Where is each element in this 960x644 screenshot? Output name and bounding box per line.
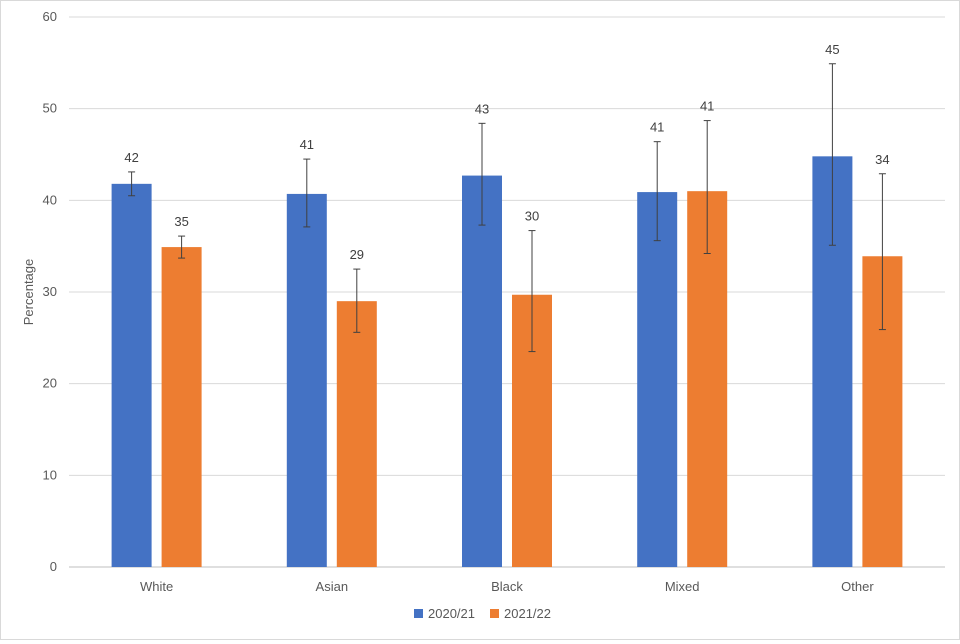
x-tick-label: Mixed — [665, 579, 700, 594]
bar-black-1 — [462, 175, 502, 568]
x-tick-label: Black — [491, 579, 523, 594]
bar-white-1 — [111, 183, 152, 568]
y-tick-label: 10 — [43, 467, 57, 482]
y-axis-ticks: 0 10 20 30 40 50 60 — [43, 9, 57, 574]
bars — [111, 156, 903, 568]
data-label: 30 — [525, 209, 539, 224]
legend-swatch-2 — [490, 609, 499, 618]
x-tick-label: Other — [841, 579, 874, 594]
data-label: 41 — [700, 99, 714, 114]
x-axis-ticks: White Asian Black Mixed Other — [140, 579, 874, 594]
data-labels: 42 35 41 29 43 30 41 41 45 34 — [124, 42, 889, 262]
data-label: 45 — [825, 42, 839, 57]
x-tick-label: Asian — [316, 579, 349, 594]
y-tick-label: 20 — [43, 376, 57, 391]
data-label: 35 — [174, 214, 188, 229]
data-label: 29 — [350, 247, 364, 262]
y-axis-title: Percentage — [21, 259, 36, 326]
error-bars — [128, 63, 886, 353]
legend-label-1: 2020/21 — [428, 606, 475, 621]
data-label: 41 — [300, 137, 314, 152]
y-tick-label: 60 — [43, 9, 57, 24]
y-tick-label: 50 — [43, 101, 57, 116]
data-label: 34 — [875, 152, 889, 167]
y-tick-label: 0 — [50, 559, 57, 574]
data-label: 42 — [124, 150, 138, 165]
gridlines — [69, 16, 945, 568]
y-tick-label: 40 — [43, 192, 57, 207]
bar-mixed-1 — [637, 192, 678, 568]
bar-asian-1 — [286, 193, 327, 567]
data-label: 41 — [650, 120, 664, 135]
legend-label-2: 2021/22 — [504, 606, 551, 621]
data-label: 43 — [475, 101, 489, 116]
legend-swatch-1 — [414, 609, 423, 618]
y-tick-label: 30 — [43, 284, 57, 299]
legend: 2020/21 2021/22 — [414, 606, 551, 621]
x-tick-label: White — [140, 579, 173, 594]
bar-asian-2 — [336, 301, 377, 567]
bar-white-2 — [161, 247, 202, 568]
